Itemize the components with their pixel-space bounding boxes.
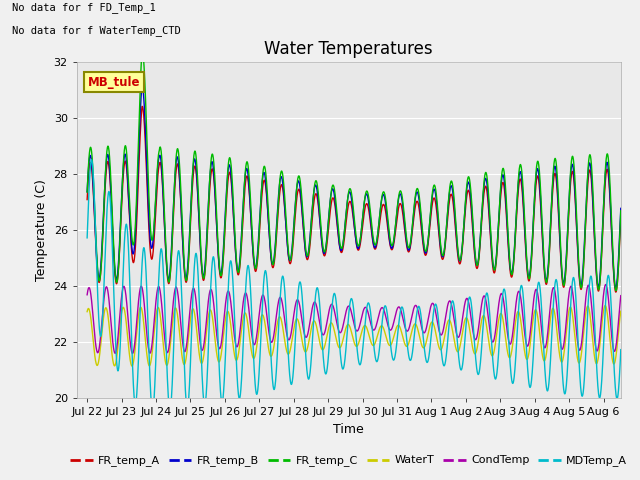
Text: No data for f WaterTemp_CTD: No data for f WaterTemp_CTD — [12, 25, 180, 36]
Y-axis label: Temperature (C): Temperature (C) — [35, 180, 48, 281]
Legend: FR_temp_A, FR_temp_B, FR_temp_C, WaterT, CondTemp, MDTemp_A: FR_temp_A, FR_temp_B, FR_temp_C, WaterT,… — [66, 451, 632, 471]
X-axis label: Time: Time — [333, 423, 364, 436]
Text: No data for f FD_Temp_1: No data for f FD_Temp_1 — [12, 2, 156, 13]
Title: Water Temperatures: Water Temperatures — [264, 40, 433, 58]
Text: MB_tule: MB_tule — [88, 76, 140, 89]
